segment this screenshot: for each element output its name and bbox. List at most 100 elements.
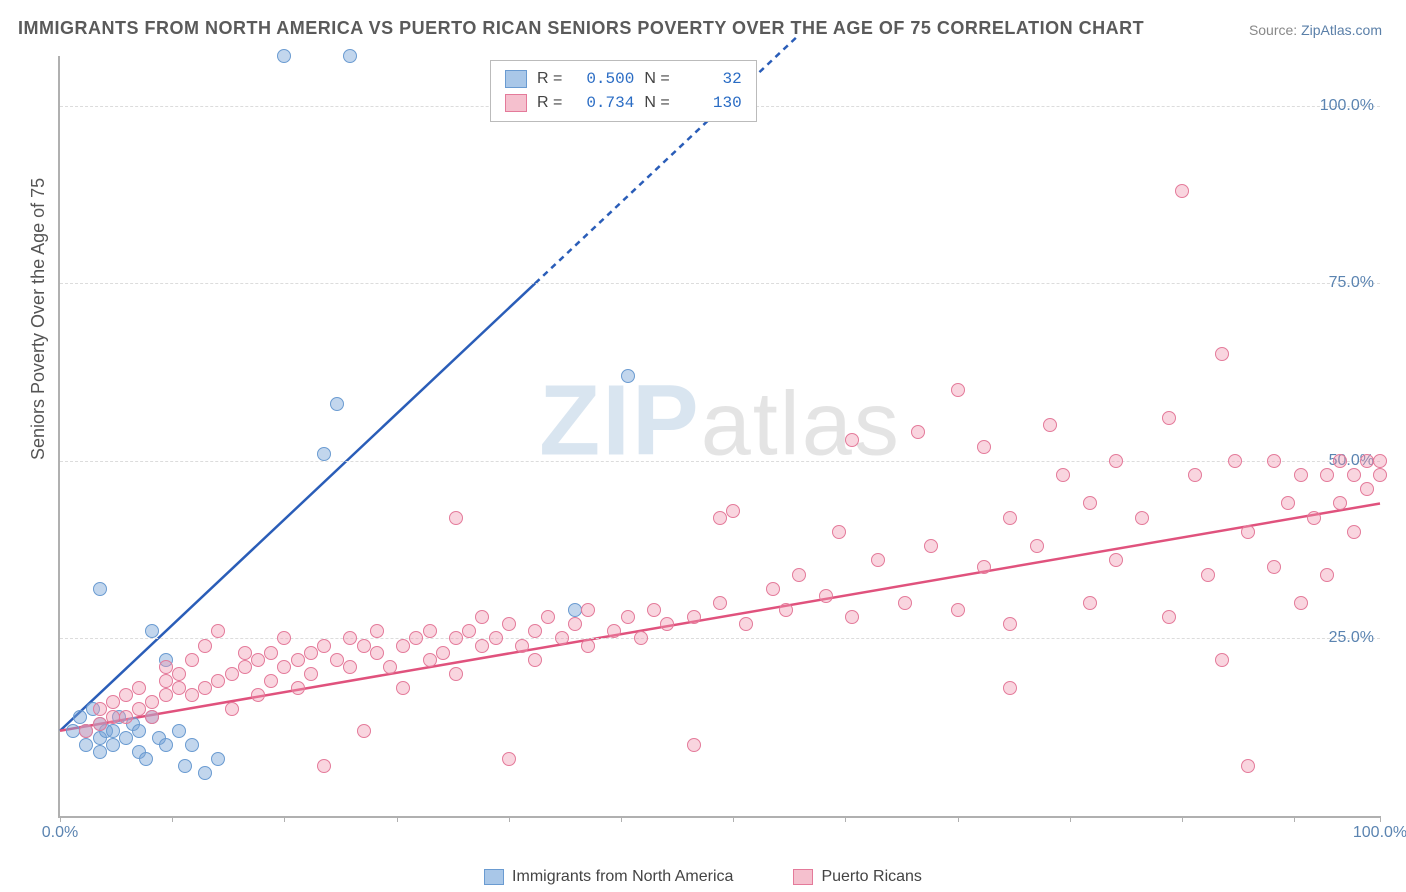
scatter-point-pr [409,631,423,645]
scatter-point-pr [475,639,489,653]
scatter-point-pr [225,667,239,681]
scatter-point-pr [1373,468,1387,482]
scatter-point-pr [119,688,133,702]
n-label: N = [644,70,669,88]
scatter-point-pr [423,653,437,667]
scatter-point-na [106,738,120,752]
scatter-point-pr [1215,347,1229,361]
scatter-point-pr [304,646,318,660]
scatter-point-na [198,766,212,780]
scatter-point-pr [159,674,173,688]
scatter-point-pr [489,631,503,645]
scatter-point-pr [357,639,371,653]
scatter-point-pr [185,653,199,667]
scatter-point-pr [832,525,846,539]
scatter-point-pr [1241,759,1255,773]
legend-item-pr: Puerto Ricans [793,868,922,886]
x-tick-mark [509,816,510,822]
scatter-point-na [132,724,146,738]
n-label: N = [644,94,669,112]
chart-title: IMMIGRANTS FROM NORTH AMERICA VS PUERTO … [18,18,1144,39]
n-value-na: 32 [680,70,742,88]
scatter-point-pr [225,702,239,716]
x-tick-mark [733,816,734,822]
scatter-point-pr [238,646,252,660]
scatter-point-pr [1307,511,1321,525]
y-tick-label: 100.0% [1320,97,1374,115]
scatter-point-pr [871,553,885,567]
scatter-point-pr [1320,468,1334,482]
scatter-point-na [93,745,107,759]
x-tick-mark [845,816,846,822]
scatter-point-pr [687,738,701,752]
scatter-point-pr [502,752,516,766]
x-tick-mark [1182,816,1183,822]
scatter-point-pr [528,624,542,638]
r-value-na: 0.500 [572,70,634,88]
scatter-point-pr [1003,617,1017,631]
scatter-point-pr [1267,560,1281,574]
scatter-point-pr [1201,568,1215,582]
scatter-point-na [73,710,87,724]
n-value-pr: 130 [680,94,742,112]
scatter-point-pr [911,425,925,439]
scatter-point-pr [1228,454,1242,468]
scatter-point-pr [423,624,437,638]
scatter-point-pr [264,646,278,660]
x-tick-mark [60,816,61,822]
source-value: ZipAtlas.com [1301,22,1382,38]
scatter-point-pr [79,724,93,738]
legend-bottom-swatch-pr [793,869,813,885]
scatter-point-pr [1333,496,1347,510]
scatter-point-pr [449,667,463,681]
scatter-point-na [211,752,225,766]
scatter-point-pr [1162,610,1176,624]
scatter-point-pr [396,681,410,695]
x-tick-mark [1070,816,1071,822]
legend-item-na: Immigrants from North America [484,868,733,886]
scatter-point-pr [951,383,965,397]
scatter-point-pr [1241,525,1255,539]
scatter-point-pr [291,681,305,695]
scatter-point-pr [343,631,357,645]
scatter-point-pr [106,710,120,724]
gridline-h [60,283,1380,284]
r-label: R = [537,70,562,88]
scatter-point-pr [330,653,344,667]
scatter-point-pr [713,511,727,525]
scatter-point-pr [185,688,199,702]
scatter-point-na [185,738,199,752]
scatter-point-pr [845,610,859,624]
scatter-point-pr [1373,454,1387,468]
scatter-point-pr [211,624,225,638]
legend-bottom-swatch-na [484,869,504,885]
scatter-point-na [139,752,153,766]
scatter-point-pr [106,695,120,709]
scatter-point-na [145,624,159,638]
legend-stats-row-pr: R = 0.734 N = 130 [505,91,742,115]
legend-series: Immigrants from North America Puerto Ric… [0,868,1406,886]
scatter-point-pr [462,624,476,638]
scatter-point-pr [251,653,265,667]
scatter-point-pr [634,631,648,645]
scatter-point-na [277,49,291,63]
scatter-point-pr [1333,454,1347,468]
scatter-point-pr [819,589,833,603]
scatter-point-pr [1030,539,1044,553]
scatter-point-pr [581,639,595,653]
scatter-point-pr [607,624,621,638]
x-tick-label: 100.0% [1353,824,1406,842]
scatter-point-na [178,759,192,773]
scatter-point-na [343,49,357,63]
x-tick-mark [1294,816,1295,822]
r-label: R = [537,94,562,112]
scatter-point-pr [172,667,186,681]
scatter-point-pr [93,702,107,716]
scatter-point-pr [1109,454,1123,468]
scatter-point-pr [317,639,331,653]
scatter-point-pr [977,440,991,454]
watermark-rest: atlas [701,374,901,474]
scatter-point-pr [475,610,489,624]
x-tick-mark [958,816,959,822]
scatter-point-pr [515,639,529,653]
